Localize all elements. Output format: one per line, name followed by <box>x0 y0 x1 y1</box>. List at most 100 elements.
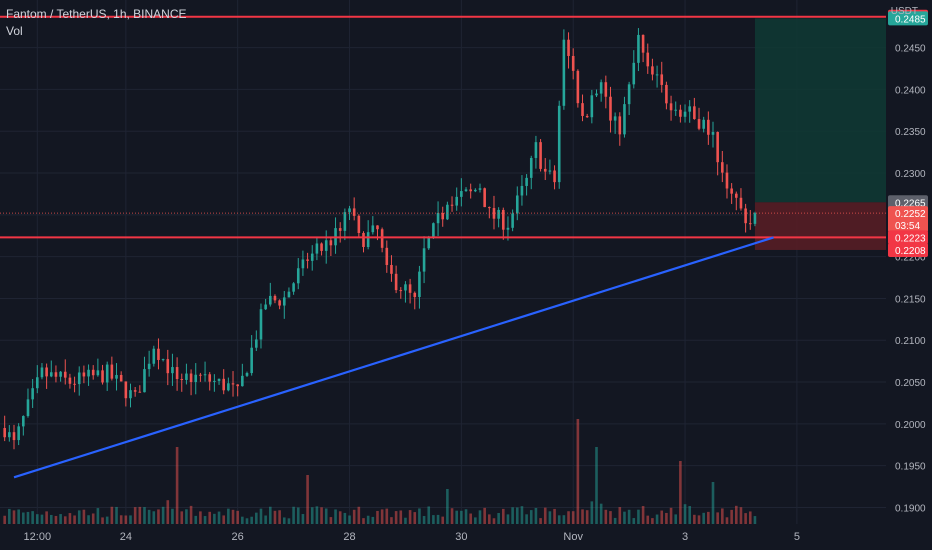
candle-body <box>175 367 179 380</box>
time-tick-label: 24 <box>120 531 132 543</box>
candle-body <box>231 383 235 385</box>
candle-body <box>595 93 598 96</box>
last-close-tag-bg <box>888 195 928 210</box>
volume-bar <box>478 510 482 524</box>
volume-bar <box>59 514 62 524</box>
candle-body <box>324 240 328 251</box>
candle-body <box>241 375 244 387</box>
candle-body <box>40 367 44 378</box>
volume-bar <box>82 509 86 524</box>
candle-body <box>627 84 631 105</box>
trendline <box>13 236 774 479</box>
candle-body <box>77 372 81 385</box>
candle-body <box>534 142 538 158</box>
candle-body <box>22 416 25 427</box>
volume-bar <box>404 517 407 524</box>
price-tick-label: 0.1950 <box>895 462 926 473</box>
candle-body <box>576 70 580 104</box>
candle-body <box>735 193 738 198</box>
volume-bar <box>707 511 710 524</box>
volume-bar <box>208 511 212 524</box>
volume-bar <box>352 509 356 524</box>
volume-bar <box>753 516 757 524</box>
volume-bar <box>338 511 342 524</box>
candle-body <box>520 185 524 196</box>
volume-bar <box>735 505 738 524</box>
candle-body <box>36 377 39 389</box>
candle-body <box>45 367 48 377</box>
volume-bar <box>222 515 225 524</box>
volume-bar <box>627 509 631 524</box>
volume-bar <box>54 515 58 524</box>
drawn-lines[interactable] <box>0 15 886 479</box>
volume-bar <box>506 514 510 524</box>
volume-bar <box>124 515 128 524</box>
volume-bar <box>679 461 682 524</box>
volume-bar <box>77 510 81 524</box>
volume-bar <box>562 515 566 524</box>
candle-body <box>3 428 6 438</box>
volume-bar <box>595 447 598 524</box>
grid-lines <box>0 0 886 524</box>
price-tick-label: 0.2350 <box>895 127 926 138</box>
last-close-tag: 0.2265 <box>895 198 926 209</box>
volume-bar <box>185 509 188 524</box>
volume-bar <box>432 515 435 524</box>
candle-body <box>641 34 645 53</box>
volume-bar <box>22 512 25 524</box>
support-price-tag: 0.2223 <box>895 233 926 244</box>
candle-body <box>227 383 230 391</box>
candle-body <box>683 111 687 117</box>
candle-body <box>59 371 62 377</box>
candle-body <box>282 297 286 306</box>
volume-bar <box>609 511 612 524</box>
candle-body <box>450 204 454 206</box>
candle-body <box>511 213 514 228</box>
candle-body <box>488 207 491 209</box>
volume-bar <box>343 512 347 524</box>
volume-bar <box>110 506 114 524</box>
volume-bar <box>436 514 440 524</box>
volume-bar <box>334 509 337 524</box>
volume-bar <box>618 507 622 524</box>
candle-body <box>236 384 239 387</box>
volume-bar <box>292 506 295 524</box>
volume-bar <box>450 508 454 524</box>
position-zones[interactable] <box>754 18 891 250</box>
candle-body <box>599 82 603 94</box>
volume-bar <box>693 514 696 524</box>
candle-body <box>497 209 500 219</box>
volume-bar <box>199 511 202 524</box>
volume-bar <box>599 503 603 524</box>
candle-body <box>730 188 733 194</box>
time-axis[interactable]: 12:00 24 26 28 30 Nov 3 5 <box>0 526 886 550</box>
volume-bar <box>231 509 235 524</box>
price-axis[interactable]: 0.1900 0.1950 0.2000 0.2050 0.2100 0.2150 0.22… <box>886 0 932 550</box>
volume-bar <box>282 517 286 524</box>
candle-body <box>478 188 482 190</box>
candle-body <box>455 196 458 206</box>
candle-body <box>483 188 486 208</box>
volume-bar <box>394 511 398 524</box>
volume-bar <box>12 510 16 524</box>
candle-body <box>96 370 100 376</box>
volume-bar <box>180 511 184 524</box>
candle-body <box>194 374 198 383</box>
volume-bar <box>236 510 239 524</box>
volume-bar <box>553 508 556 524</box>
volume-bar <box>441 516 445 524</box>
candle-body <box>273 295 277 301</box>
volume-bar <box>660 510 664 524</box>
time-axis-bg <box>0 526 886 550</box>
candle-body <box>655 74 659 76</box>
volume-bar <box>748 511 752 524</box>
volume-bar <box>264 515 267 524</box>
volume-indicator-label[interactable]: Vol <box>6 24 23 38</box>
price-tick-label: 0.1900 <box>895 503 926 514</box>
candle-body <box>725 172 729 189</box>
candle-body <box>278 300 281 306</box>
candle-body <box>385 247 389 265</box>
candle-body <box>618 116 622 135</box>
current-price-tag-bg <box>888 206 928 233</box>
